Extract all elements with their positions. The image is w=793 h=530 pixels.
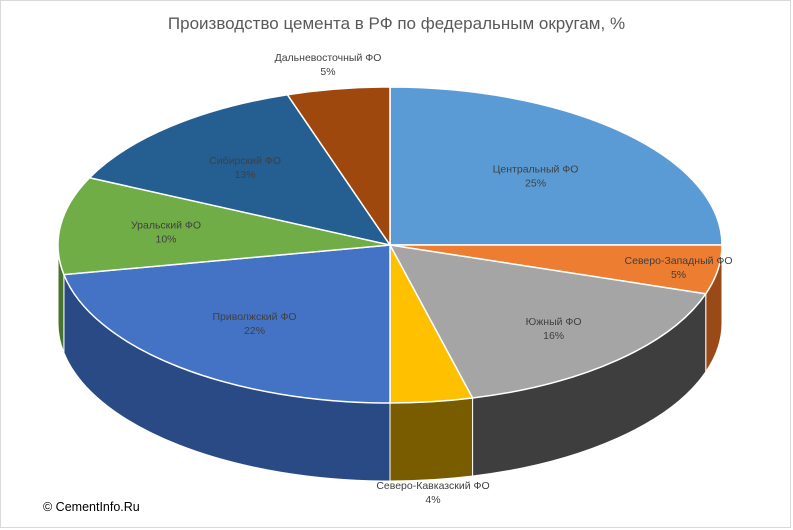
pie-labels: Центральный ФО 25% Северо-Западный ФО 5% Южн… — [131, 52, 733, 506]
slice-value-южный-фо: 16% — [543, 330, 564, 342]
pie-slice-приволжский-фо — [62, 244, 391, 404]
chart-title: Производство цемента в РФ по федеральным… — [167, 14, 626, 33]
slice-value-приволжский-фо: 22% — [244, 325, 265, 337]
slice-label-сибирский-фо: Сибирский ФО — [209, 155, 281, 167]
slice-label-уральский-фо: Уральский ФО — [131, 220, 201, 232]
pie-slice-сибирский-фо — [88, 93, 392, 247]
pie-slice-уральский-фо — [57, 176, 391, 276]
slice-label-дальневосточный-фо: Дальневосточный ФО — [275, 52, 382, 64]
slice-value-уральский-фо: 10% — [156, 234, 177, 246]
pie-side-северо-кавказский-фо — [389, 397, 474, 482]
slice-value-дальневосточный-фо: 5% — [320, 66, 335, 78]
slice-label-центральный-фо: Центральный ФО — [493, 164, 579, 176]
slice-value-сибирский-фо: 13% — [235, 169, 256, 181]
slice-label-приволжский-фо: Приволжский ФО — [212, 311, 296, 323]
pie-slice-дальневосточный-фо — [286, 86, 391, 248]
pie-slice-южный-фо — [388, 244, 708, 399]
slice-value-северо-западный-фо: 5% — [671, 269, 686, 281]
slice-label-северо-западный-фо: Северо-Западный ФО — [625, 255, 733, 267]
slice-value-северо-кавказский-фо: 4% — [425, 494, 440, 506]
slice-label-северо-кавказский-фо: Северо-Кавказский ФО — [376, 480, 489, 492]
slice-value-центральный-фо: 25% — [525, 178, 546, 190]
copyright-text: © CementInfo.Ru — [43, 500, 140, 514]
pie-slice-центральный-фо — [389, 86, 723, 246]
slice-label-южный-фо: Южный ФО — [526, 316, 582, 328]
pie-top-faces — [57, 86, 723, 404]
